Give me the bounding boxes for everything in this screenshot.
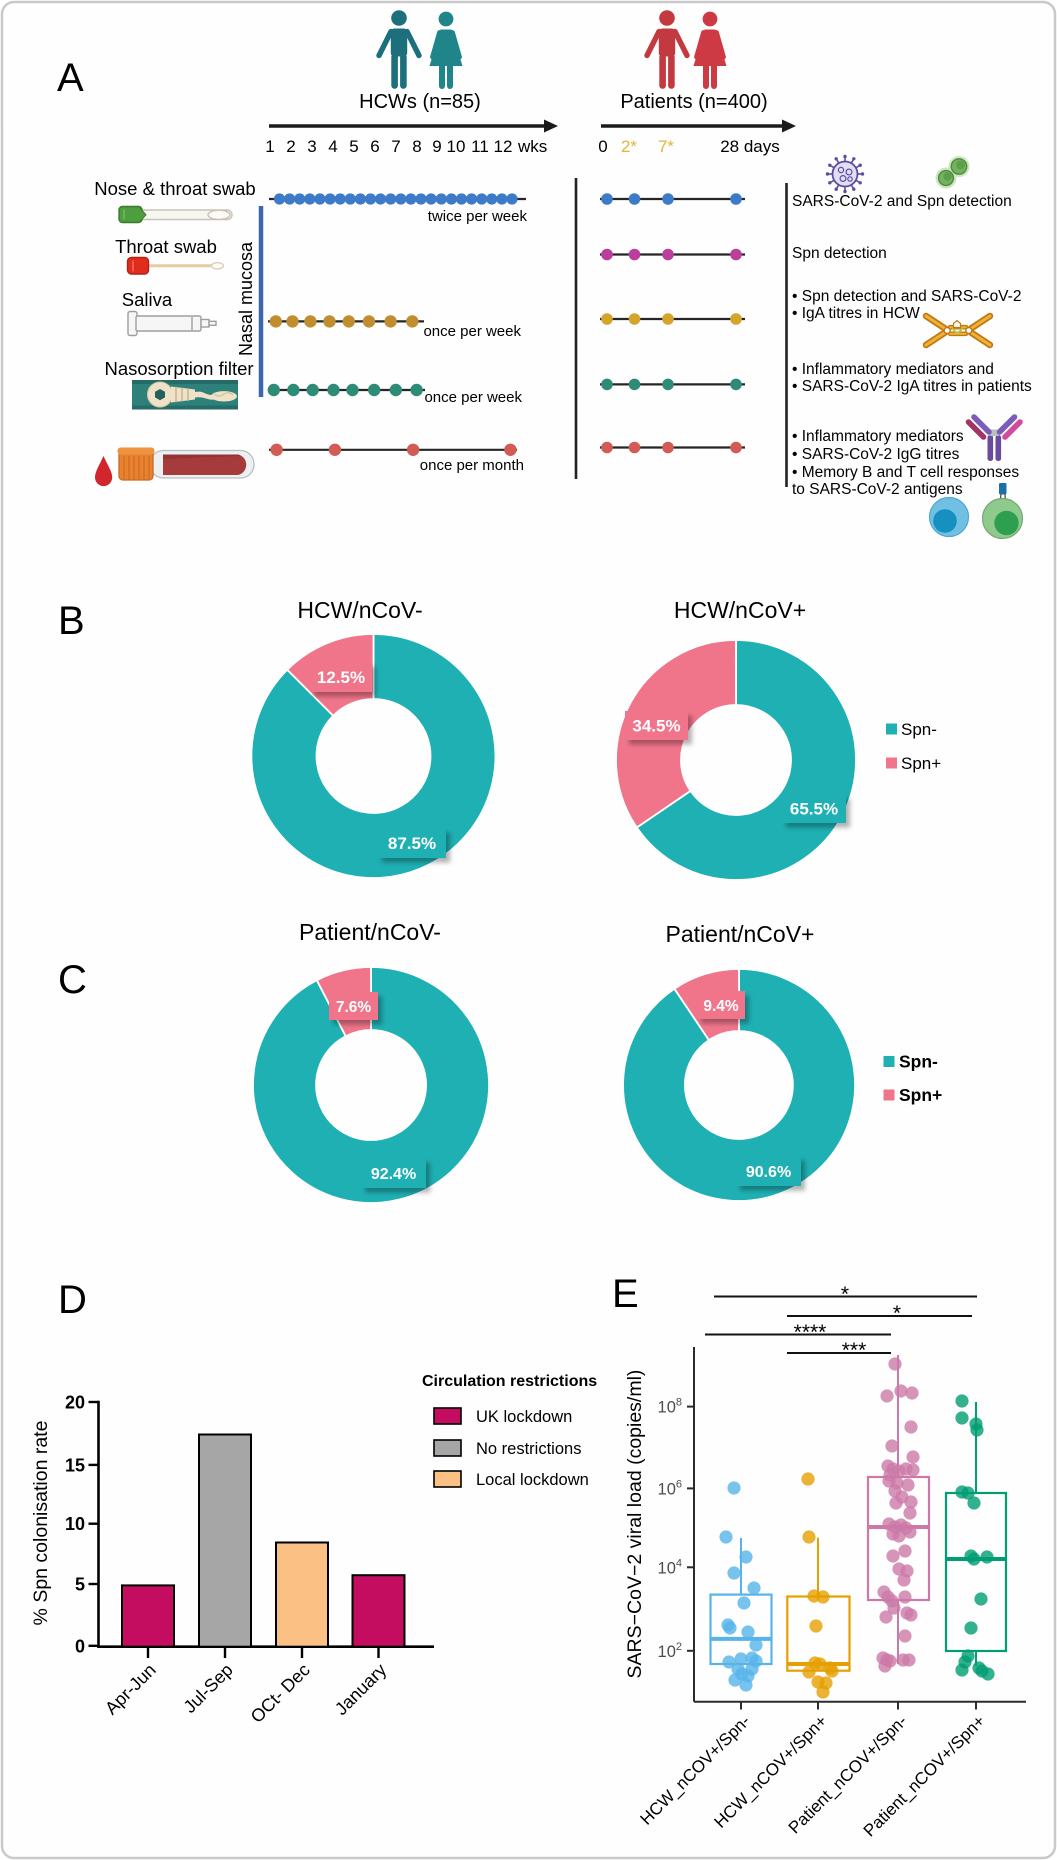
svg-text:B: B bbox=[58, 599, 85, 643]
svg-text:2*: 2* bbox=[621, 137, 637, 156]
svg-text:Patient/nCoV+: Patient/nCoV+ bbox=[666, 921, 815, 947]
svg-text:Patient/nCoV-: Patient/nCoV- bbox=[299, 919, 441, 945]
svg-text:HCW/nCoV+: HCW/nCoV+ bbox=[674, 597, 806, 623]
svg-text:5: 5 bbox=[75, 1575, 85, 1595]
svg-text:C: C bbox=[58, 958, 87, 1002]
svg-text:2: 2 bbox=[286, 137, 295, 156]
svg-text:6: 6 bbox=[370, 137, 379, 156]
svg-text:12: 12 bbox=[494, 137, 513, 156]
svg-text:Nasal mucosa: Nasal mucosa bbox=[236, 241, 256, 356]
svg-text:****: **** bbox=[794, 1321, 827, 1344]
svg-text:65.5%: 65.5% bbox=[790, 800, 838, 819]
svg-text:• Inflammatory mediators: • Inflammatory mediators bbox=[792, 428, 964, 445]
svg-text:to SARS-CoV-2 antigens: to SARS-CoV-2 antigens bbox=[792, 481, 963, 498]
svg-text:10: 10 bbox=[447, 137, 466, 156]
svg-text:Circulation restrictions: Circulation restrictions bbox=[422, 1373, 597, 1390]
svg-text:3: 3 bbox=[307, 137, 316, 156]
svg-text:• Spn detection and SARS-CoV-2: • Spn detection and SARS-CoV-2 bbox=[792, 288, 1021, 305]
svg-text:A: A bbox=[57, 56, 84, 100]
svg-text:UK lockdown: UK lockdown bbox=[476, 1408, 572, 1426]
svg-text:7: 7 bbox=[391, 137, 400, 156]
svg-text:4: 4 bbox=[328, 137, 337, 156]
svg-text:5: 5 bbox=[349, 137, 358, 156]
svg-text:No restrictions: No restrictions bbox=[476, 1440, 581, 1458]
svg-text:11: 11 bbox=[471, 137, 489, 156]
svg-text:10: 10 bbox=[65, 1514, 85, 1534]
svg-text:Spn detection: Spn detection bbox=[792, 245, 887, 262]
svg-text:SARS-CoV-2 and Spn detection: SARS-CoV-2 and Spn detection bbox=[792, 193, 1012, 210]
svg-text:Spn+: Spn+ bbox=[901, 754, 941, 773]
svg-text:*: * bbox=[841, 1283, 849, 1306]
svg-text:87.5%: 87.5% bbox=[388, 834, 436, 853]
svg-text:20: 20 bbox=[65, 1393, 85, 1413]
svg-text:% Spn colonisation rate: % Spn colonisation rate bbox=[30, 1421, 52, 1626]
svg-text:SARS−CoV−2 viral load (copies/: SARS−CoV−2 viral load (copies/ml) bbox=[624, 1370, 646, 1679]
svg-text:Throat swab: Throat swab bbox=[115, 236, 217, 257]
svg-text:• SARS-CoV-2 IgG titres: • SARS-CoV-2 IgG titres bbox=[792, 446, 960, 463]
svg-text:Local lockdown: Local lockdown bbox=[476, 1471, 589, 1489]
svg-text:0: 0 bbox=[75, 1636, 85, 1656]
svg-text:wks: wks bbox=[517, 137, 547, 156]
svg-text:once per week: once per week bbox=[424, 389, 522, 406]
svg-text:D: D bbox=[58, 1278, 87, 1322]
svg-text:Spn-: Spn- bbox=[901, 720, 937, 739]
svg-text:Nose & throat swab: Nose & throat swab bbox=[94, 178, 255, 199]
svg-text:Nasosorption filter: Nasosorption filter bbox=[104, 358, 253, 379]
svg-text:1: 1 bbox=[265, 137, 274, 156]
svg-text:92.4%: 92.4% bbox=[371, 1166, 416, 1183]
svg-text:90.6%: 90.6% bbox=[746, 1164, 791, 1181]
svg-text:E: E bbox=[612, 1272, 639, 1316]
svg-text:***: *** bbox=[842, 1339, 867, 1362]
svg-text:12.5%: 12.5% bbox=[317, 668, 365, 687]
svg-text:*: * bbox=[893, 1302, 901, 1325]
svg-text:• SARS-CoV-2 IgA titres in pat: • SARS-CoV-2 IgA titres in patients bbox=[792, 378, 1032, 395]
svg-text:9: 9 bbox=[432, 137, 441, 156]
svg-text:• IgA titres in HCW: • IgA titres in HCW bbox=[792, 305, 920, 322]
svg-text:once per week: once per week bbox=[423, 323, 521, 340]
svg-text:15: 15 bbox=[65, 1455, 85, 1475]
svg-text:7.6%: 7.6% bbox=[336, 999, 372, 1016]
svg-text:twice per week: twice per week bbox=[428, 208, 528, 225]
svg-text:Patients (n=400): Patients (n=400) bbox=[620, 91, 767, 113]
svg-text:Spn-: Spn- bbox=[899, 1052, 938, 1072]
svg-text:HCWs (n=85): HCWs (n=85) bbox=[359, 91, 481, 113]
svg-text:• Inflammatory mediators and: • Inflammatory mediators and bbox=[792, 361, 994, 378]
svg-text:0: 0 bbox=[598, 137, 607, 156]
svg-text:7*: 7* bbox=[658, 137, 674, 156]
svg-text:• Memory B and T cell response: • Memory B and T cell responses bbox=[792, 464, 1019, 481]
svg-text:8: 8 bbox=[412, 137, 421, 156]
svg-text:HCW/nCoV-: HCW/nCoV- bbox=[297, 597, 422, 623]
svg-text:once per month: once per month bbox=[420, 457, 524, 474]
svg-text:Spn+: Spn+ bbox=[899, 1085, 942, 1105]
svg-text:Saliva: Saliva bbox=[122, 289, 173, 310]
svg-text:28 days: 28 days bbox=[720, 137, 780, 156]
svg-text:9.4%: 9.4% bbox=[703, 998, 739, 1015]
svg-text:34.5%: 34.5% bbox=[632, 717, 680, 736]
